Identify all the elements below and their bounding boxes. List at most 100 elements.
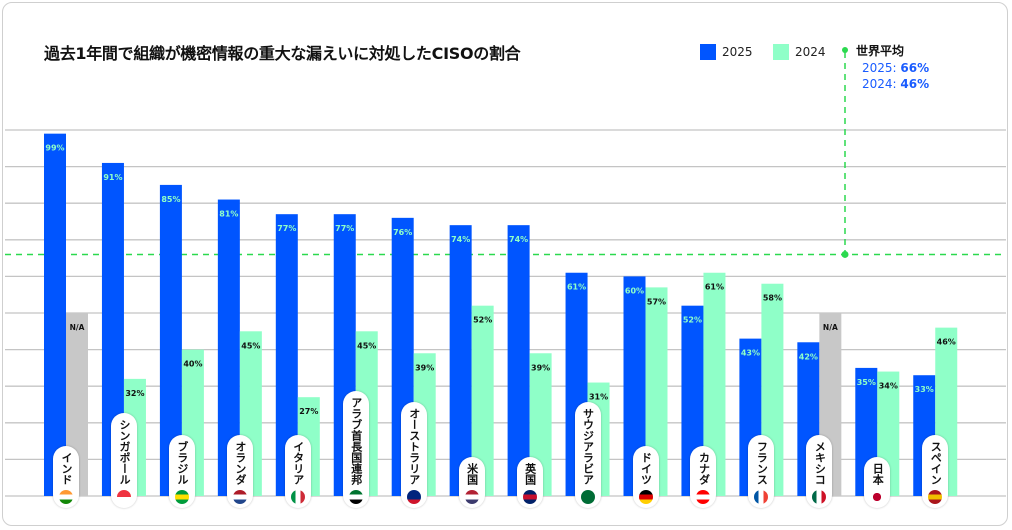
category-label-text: カナダ	[697, 452, 711, 485]
flag-icon	[928, 490, 943, 504]
category-label: インド	[53, 446, 79, 508]
category-label: ドイツ	[632, 446, 659, 508]
flag-icon	[812, 490, 827, 504]
category-label: カナダ	[690, 446, 717, 508]
category-label-text: オーストラリア	[407, 408, 421, 485]
bar-2024	[645, 287, 668, 496]
category-label: シンガポール	[110, 413, 137, 508]
world-average-2025-year: 2025:	[862, 61, 901, 75]
data-label-2024: 27%	[299, 407, 318, 416]
category-label-text: サウジアラビア	[581, 408, 595, 485]
category-label-text: フランス	[755, 441, 769, 485]
data-label-2025: 74%	[451, 235, 470, 244]
category-label-text: ドイツ	[639, 452, 653, 485]
world-average-2025-value: 66%	[900, 61, 930, 75]
data-label-2025: 33%	[915, 385, 934, 394]
category-label-text: イタリア	[291, 441, 305, 485]
category-label: スペイン	[922, 435, 949, 508]
data-label-2024: 34%	[879, 382, 898, 391]
bar-2025	[101, 162, 124, 496]
world-average-legend-dot	[842, 47, 848, 53]
flag-icon	[290, 490, 305, 504]
data-label-2024: N/A	[823, 323, 838, 332]
data-label-2025: 77%	[335, 224, 354, 233]
world-average-legend: 世界平均 2025: 66% 2024: 46%	[850, 42, 929, 91]
world-average-2024: 2024: 46%	[862, 77, 929, 91]
data-label-2024: 39%	[531, 363, 550, 372]
category-label: サウジアラビア	[574, 402, 601, 508]
data-label-2024: 61%	[705, 283, 724, 292]
category-label: 米国	[458, 457, 485, 508]
data-label-2024: 58%	[763, 294, 782, 303]
data-label-2025: 60%	[625, 286, 644, 295]
data-label-2025: 61%	[567, 283, 586, 292]
data-label-2024: 31%	[589, 393, 608, 402]
data-label-2025: 35%	[857, 378, 876, 387]
category-label-text: メキシコ	[813, 441, 827, 485]
flag-icon	[348, 490, 363, 504]
flag-icon	[116, 490, 131, 504]
bar-2025	[507, 225, 530, 496]
category-label: アラブ首長国連邦	[342, 391, 369, 508]
category-label: オランダ	[226, 435, 253, 508]
category-label: フランス	[748, 435, 775, 508]
flag-icon	[59, 490, 73, 504]
world-average-label: 世界平均	[856, 44, 905, 58]
bar-2024	[471, 305, 494, 496]
category-label: 英国	[516, 457, 543, 508]
legend-label-2024: 2024	[795, 45, 826, 59]
category-label: 日本	[864, 457, 891, 508]
bar-2024	[703, 272, 726, 496]
flag-icon	[754, 490, 769, 504]
data-label-2024: N/A	[70, 323, 85, 332]
flag-icon	[580, 490, 595, 504]
data-label-2025: 85%	[161, 195, 180, 204]
data-label-2025: 42%	[799, 352, 818, 361]
data-label-2024: 40%	[183, 360, 202, 369]
category-label: メキシコ	[806, 435, 833, 508]
data-label-2025: 74%	[509, 235, 528, 244]
flag-icon	[696, 490, 711, 504]
category-label: ブラジル	[168, 435, 195, 508]
data-label-2024: 39%	[415, 363, 434, 372]
bar-2025	[217, 199, 240, 497]
category-label-text: ブラジル	[175, 441, 189, 485]
chart-title: 過去1年間で組織が機密情報の重大な漏えいに対処したCISOの割合	[44, 44, 521, 63]
flag-icon	[522, 490, 537, 504]
data-label-2024: 57%	[647, 297, 666, 306]
category-label-text: オランダ	[233, 441, 247, 485]
data-label-2024: 46%	[937, 338, 956, 347]
world-average-2024-year: 2024:	[862, 77, 901, 91]
data-label-2025: 91%	[103, 173, 122, 182]
flag-icon	[638, 490, 653, 504]
world-average-marker	[841, 250, 849, 258]
category-label-text: 米国	[465, 463, 479, 485]
category-label: オーストラリア	[400, 402, 427, 508]
category-label-text: 英国	[523, 463, 537, 485]
flag-icon	[406, 490, 421, 504]
data-label-2025: 76%	[393, 228, 412, 237]
bar-2025	[449, 225, 472, 496]
legend-item-2024: 2024	[773, 44, 826, 60]
data-label-2025: 99%	[45, 144, 64, 153]
flag-icon	[870, 490, 885, 504]
flag-icon	[174, 490, 189, 504]
world-average-2025: 2025: 66%	[862, 61, 929, 75]
bar-2025	[159, 184, 182, 496]
data-label-2025: 77%	[277, 224, 296, 233]
flag-icon	[464, 490, 479, 504]
data-label-2024: 45%	[241, 341, 260, 350]
legend-swatch-2024	[773, 44, 789, 60]
category-label-text: インド	[60, 452, 73, 485]
category-label-text: アラブ首長国連邦	[349, 397, 363, 485]
data-label-2025: 81%	[219, 210, 238, 219]
legend-swatch-2025	[700, 44, 716, 60]
category-label: イタリア	[284, 435, 311, 508]
legend-item-2025: 2025	[700, 44, 753, 60]
flag-icon	[232, 490, 247, 504]
data-label-2024: 32%	[125, 389, 144, 398]
data-label-2025: 43%	[741, 349, 760, 358]
bar-2025	[275, 214, 298, 496]
